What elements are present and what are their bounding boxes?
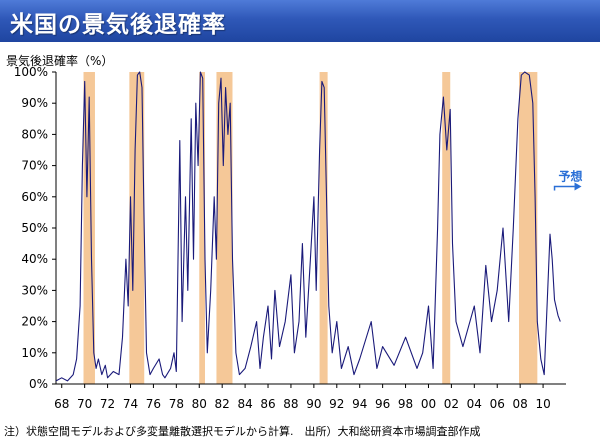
x-tick-label: 70	[77, 397, 92, 411]
recession-band	[83, 72, 95, 384]
y-axis-label: 景気後退確率（%）	[6, 54, 114, 68]
x-tick-label: 84	[237, 397, 252, 411]
x-tick-label: 08	[513, 397, 528, 411]
forecast-label: 予想	[559, 169, 583, 184]
y-tick-label: 40%	[21, 252, 48, 266]
x-tick-label: 88	[283, 397, 298, 411]
recession-band	[216, 72, 233, 384]
x-tick-label: 68	[54, 397, 69, 411]
x-tick-label: 80	[192, 397, 207, 411]
recession-band	[519, 72, 538, 384]
x-tick-label: 94	[352, 397, 367, 411]
y-tick-label: 100%	[14, 65, 48, 79]
y-tick-label: 10%	[21, 346, 48, 360]
x-tick-label: 06	[490, 397, 505, 411]
x-tick-label: 00	[421, 397, 436, 411]
forecast-arrow-icon	[574, 182, 582, 191]
x-tick-label: 04	[467, 397, 482, 411]
y-tick-label: 0%	[29, 377, 48, 391]
y-tick-label: 70%	[21, 159, 48, 173]
x-tick-label: 86	[260, 397, 275, 411]
x-tick-label: 72	[100, 397, 115, 411]
recession-band	[319, 72, 328, 384]
x-tick-label: 98	[398, 397, 413, 411]
recession-band	[199, 72, 205, 384]
x-tick-label: 92	[329, 397, 344, 411]
y-tick-label: 50%	[21, 221, 48, 235]
footnote: 注）状態空間モデルおよび多変量離散選択モデルから計算. 出所）大和総研資本市場調…	[4, 425, 481, 438]
x-tick-label: 74	[123, 397, 138, 411]
x-tick-label: 82	[215, 397, 230, 411]
y-tick-label: 80%	[21, 127, 48, 141]
x-tick-label: 10	[535, 397, 550, 411]
y-tick-label: 90%	[21, 96, 48, 110]
x-tick-label: 78	[169, 397, 184, 411]
y-tick-label: 60%	[21, 190, 48, 204]
recession-band	[129, 72, 145, 384]
recession-probability-line	[55, 71, 561, 382]
title-bar: 米国の景気後退確率	[0, 0, 600, 42]
x-tick-label: 90	[306, 397, 321, 411]
x-tick-label: 76	[146, 397, 161, 411]
x-tick-label: 02	[444, 397, 459, 411]
recession-band	[442, 72, 451, 384]
x-tick-label: 96	[375, 397, 390, 411]
forecast-bracket	[553, 185, 575, 191]
y-tick-label: 20%	[21, 315, 48, 329]
page-title: 米国の景気後退確率	[10, 12, 226, 38]
y-tick-label: 30%	[21, 283, 48, 297]
